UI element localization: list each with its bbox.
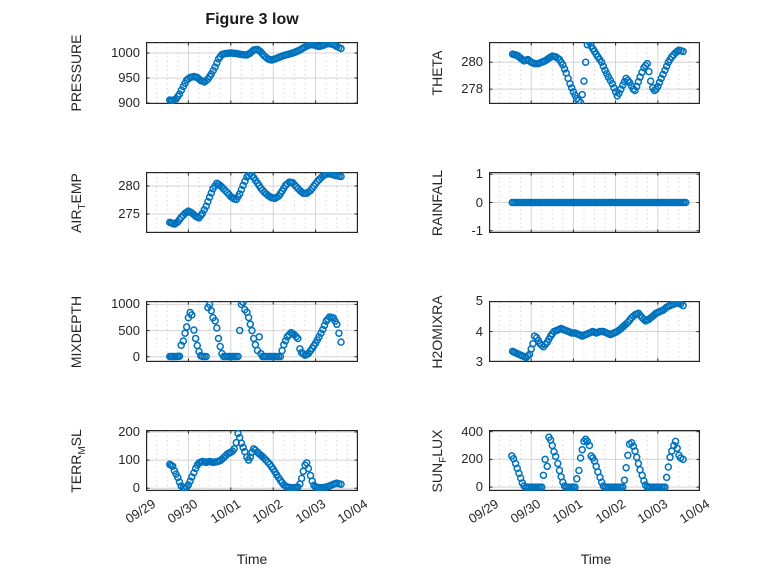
minor-grid — [156, 302, 348, 361]
figure-title: Figure 3 low — [205, 11, 299, 28]
x-tick-label: 10/03 — [292, 496, 328, 527]
x-tick-label: 10/01 — [207, 496, 243, 527]
x-tick-label: 10/02 — [592, 496, 628, 527]
x-tick-label: 09/30 — [507, 496, 544, 527]
y-tick-label: 200 — [118, 423, 140, 439]
y-tick-label: 5 — [475, 293, 483, 308]
plot-canvas-sunflux — [489, 430, 700, 491]
x-tick-label: 10/04 — [334, 496, 371, 527]
x-tick-label: 10/03 — [634, 496, 670, 527]
y-tick-label: 1000 — [111, 296, 140, 312]
axis-box — [146, 301, 358, 362]
minor-grid — [499, 431, 690, 490]
y-tick-label: 1000 — [111, 45, 140, 60]
data-markers-h2omixra — [508, 301, 687, 362]
subplot-airtemp: AIRTEMP — [68, 172, 358, 233]
axis-box — [489, 301, 700, 362]
y-tick-label: 3 — [475, 354, 483, 369]
subplot-theta: THETA — [429, 42, 700, 104]
subplot-mixdepth: MIXDEPTH — [68, 295, 358, 368]
minor-grid — [499, 173, 690, 232]
x-axis-title-right: Time — [580, 551, 612, 567]
plot-canvas-rainfall — [489, 172, 700, 233]
axis-box — [146, 430, 358, 491]
y-tick-label: 280 — [118, 177, 140, 193]
x-tick-label: 10/04 — [676, 496, 713, 527]
y-tick-label: 400 — [461, 423, 483, 439]
minor-grid — [156, 431, 348, 490]
y-tick-label: 500 — [118, 322, 140, 338]
axis-box — [489, 430, 700, 491]
x-tick-label: 09/30 — [165, 496, 201, 527]
y-tick-label: 0 — [475, 479, 483, 495]
plot-canvas-terrmsl — [146, 430, 358, 491]
x-axis-title-left: Time — [236, 551, 268, 567]
y-tick-label: -1 — [471, 222, 483, 238]
data-markers-mixdepth — [165, 301, 345, 361]
plot-canvas-mixdepth — [146, 301, 358, 362]
subplot-sunflux: SUNFLUX — [429, 429, 700, 492]
y-tick-label: 0 — [475, 194, 483, 210]
y-tick-label: 278 — [461, 81, 483, 97]
y-tick-label: 275 — [118, 205, 140, 221]
data-markers-terrmsl — [165, 430, 345, 491]
plot-canvas-theta — [489, 42, 700, 104]
y-tick-label: 950 — [118, 70, 140, 85]
x-tick-label: 10/01 — [550, 496, 586, 527]
data-markers-airtemp — [165, 172, 345, 228]
y-axis-label-airtemp: AIRTEMP — [68, 172, 88, 233]
axis-box — [146, 42, 358, 104]
y-axis-label-pressure: PRESSURE — [68, 34, 84, 112]
subplot-terrmsl: TERRMSL — [68, 429, 358, 492]
y-tick-label: 200 — [461, 451, 483, 467]
data-markers-sunflux — [508, 433, 687, 491]
subplot-h2omixra: H2OMIXRA — [429, 295, 700, 368]
axis-box — [489, 42, 700, 104]
y-axis-label-theta: THETA — [429, 50, 445, 96]
y-tick-label: 900 — [118, 95, 140, 110]
y-axis-label-mixdepth: MIXDEPTH — [68, 295, 84, 368]
subplot-pressure: PRESSURE — [68, 34, 358, 112]
plot-canvas-h2omixra — [489, 301, 700, 362]
data-markers-pressure — [165, 42, 345, 104]
y-tick-label: 280 — [461, 54, 483, 70]
x-tick-label: 09/29 — [122, 496, 159, 527]
subplot-rainfall: RAINFALL — [429, 169, 700, 236]
y-tick-label: 4 — [475, 323, 483, 339]
data-markers-rainfall — [508, 198, 690, 207]
y-tick-label: 0 — [132, 480, 140, 496]
plot-canvas-airtemp — [146, 172, 358, 233]
plot-canvas-pressure — [146, 42, 358, 104]
y-tick-label: 0 — [132, 348, 140, 364]
y-tick-label: 1 — [475, 166, 483, 182]
y-axis-label-terrmsl: TERRMSL — [68, 428, 88, 493]
axis-box — [489, 172, 700, 233]
data-markers-theta — [508, 42, 687, 104]
y-tick-label: 100 — [118, 452, 140, 468]
x-tick-label: 09/29 — [465, 496, 502, 527]
x-tick-label: 10/02 — [249, 496, 286, 527]
